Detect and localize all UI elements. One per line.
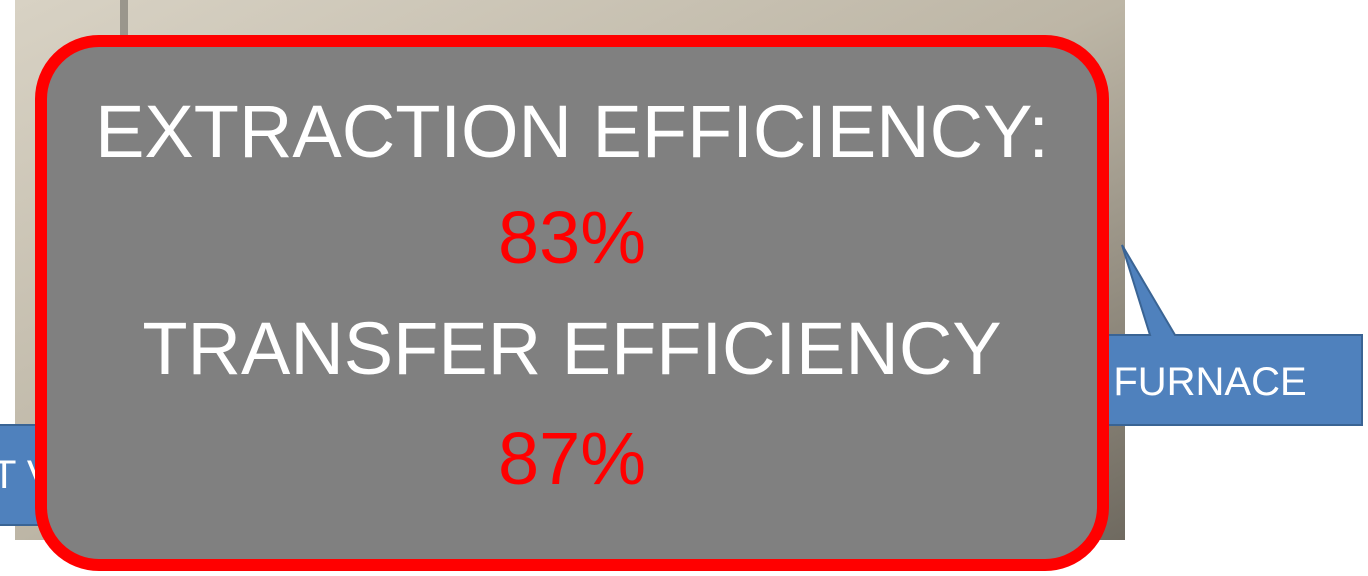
heading: TRANSFER EFFICIENCY	[142, 307, 1001, 390]
callout-label: FURNACE	[1113, 360, 1306, 404]
slide: FURNACE T V EXTRACTION EFFICIENCY: 83% T…	[0, 0, 1368, 576]
page: FURNACE T V EXTRACTION EFFICIENCY: 83% T…	[0, 0, 1368, 576]
percentage: 87%	[498, 417, 646, 500]
photo-detail	[120, 0, 128, 40]
furnace-callout: FURNACE	[1108, 245, 1362, 425]
percentage: 83%	[498, 196, 646, 279]
heading: EXTRACTION EFFICIENCY:	[95, 90, 1049, 173]
